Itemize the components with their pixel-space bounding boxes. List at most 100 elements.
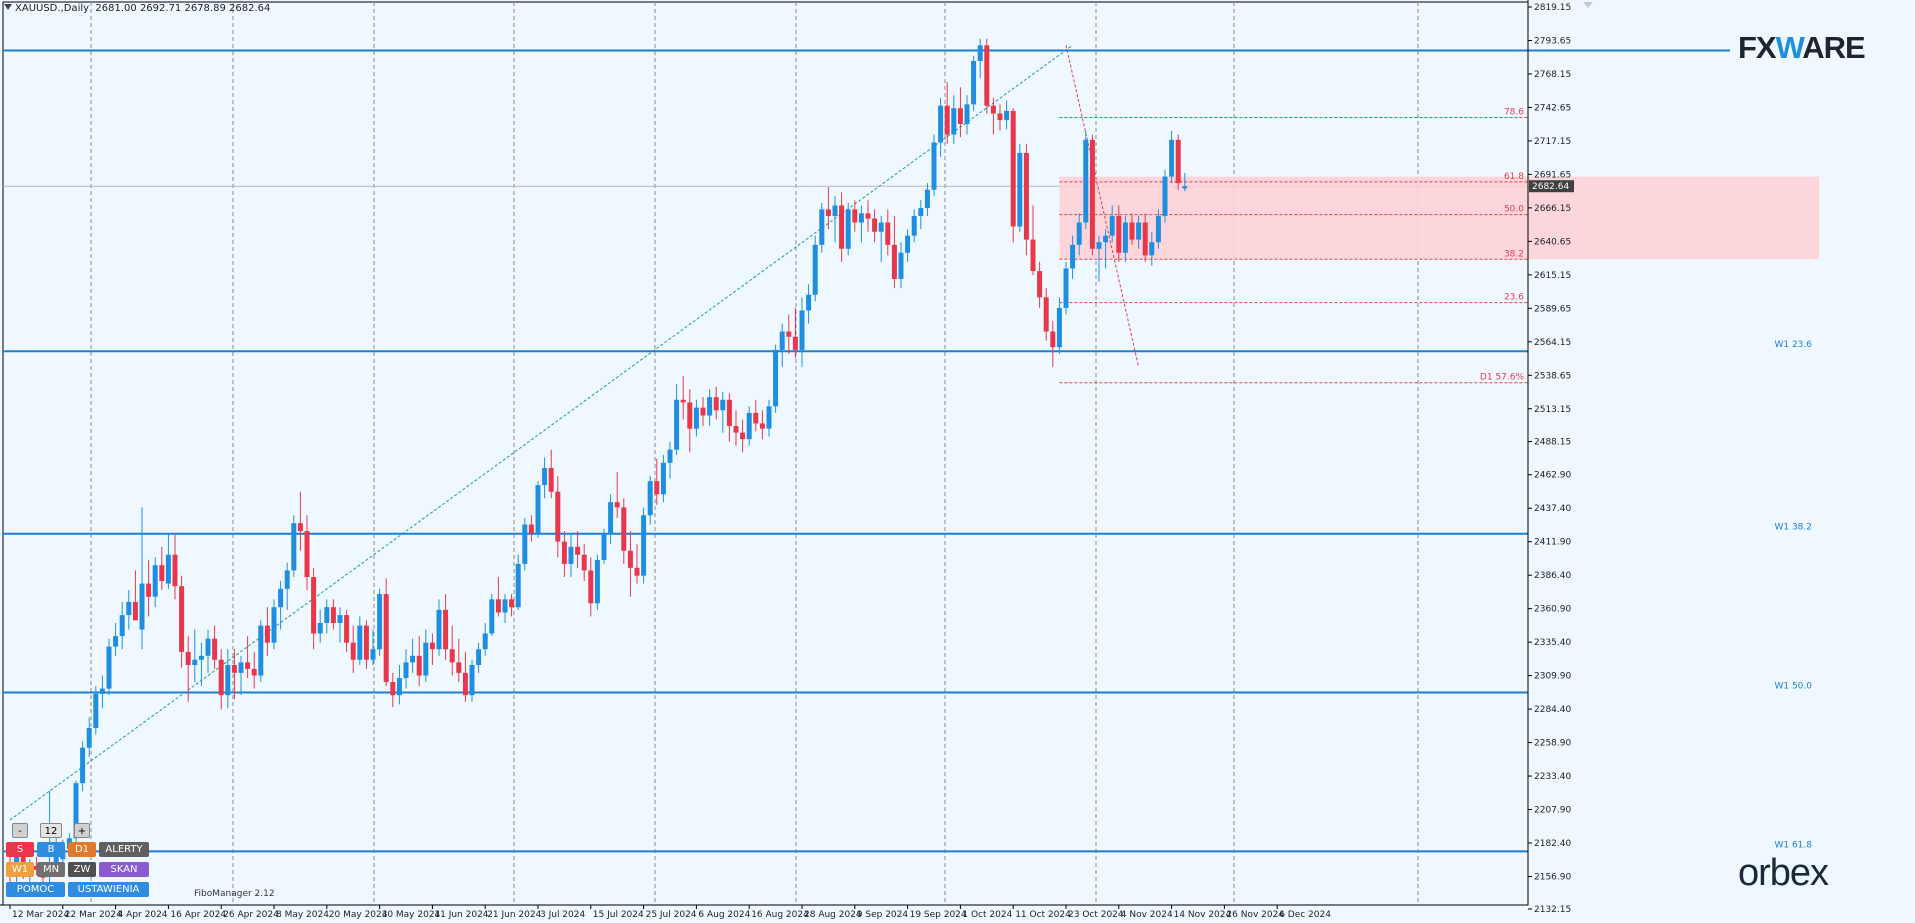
candle-body <box>839 205 845 249</box>
candle-body <box>746 412 752 440</box>
buy-button[interactable]: B <box>37 842 65 857</box>
candle-body <box>740 432 746 440</box>
y-tick-label: 2717.15 <box>1534 137 1571 147</box>
x-tick-label: 19 Sep 2024 <box>910 910 967 920</box>
x-tick-label: 6 Aug 2024 <box>698 910 750 920</box>
candle-body <box>726 399 732 427</box>
period-increment-button[interactable]: + <box>74 823 90 838</box>
candle-body <box>1050 331 1056 348</box>
candle-body <box>1155 215 1161 243</box>
candle-body <box>416 655 422 676</box>
alerts-button[interactable]: ALERTY <box>99 842 149 857</box>
zw-button[interactable]: ZW <box>68 862 96 877</box>
fibo-manager-label: FiboManager 2.12 <box>194 889 275 899</box>
candle-body <box>462 672 468 696</box>
y-tick-label: 2386.40 <box>1534 571 1571 581</box>
ohlc-readout: 2681.00 2692.71 2678.89 2682.64 <box>95 3 271 14</box>
candle-body <box>390 682 396 696</box>
candle-body <box>575 546 581 555</box>
d1-button[interactable]: D1 <box>68 842 96 857</box>
candle-body <box>1116 215 1122 253</box>
candle-body <box>423 642 429 676</box>
y-tick-label: 2768.15 <box>1534 70 1571 80</box>
settings-button[interactable]: USTAWIENIA <box>68 882 149 897</box>
y-tick-label: 2309.90 <box>1534 672 1571 682</box>
help-button[interactable]: POMOC <box>6 882 65 897</box>
candle-body <box>93 693 99 729</box>
candle-body <box>918 208 924 216</box>
collapse-triangle-icon[interactable] <box>4 4 12 10</box>
candle-body <box>476 649 482 665</box>
candle-body <box>1103 235 1109 243</box>
level-label: W1 50.0 <box>1774 682 1812 692</box>
y-tick-label: 2360.90 <box>1534 605 1571 615</box>
candle-body <box>443 609 449 650</box>
candle-body <box>344 615 350 643</box>
candle-body <box>872 218 878 232</box>
candle-body <box>179 586 185 652</box>
candle-body <box>971 61 977 105</box>
candle-body <box>304 531 310 578</box>
candle-body <box>192 659 198 665</box>
fib-level-label: 38.2 <box>1504 249 1524 259</box>
period-decrement-button[interactable]: - <box>12 823 28 838</box>
candle-body <box>561 541 567 564</box>
y-tick-label: 2411.90 <box>1534 538 1571 548</box>
candle-body <box>621 507 627 551</box>
x-tick-label: 11 Jun 2024 <box>434 910 488 920</box>
candle-body <box>812 244 818 295</box>
candle-body <box>1149 242 1155 256</box>
chart-header: XAUUSD.,Daily 2681.00 2692.71 2678.89 26… <box>4 3 270 14</box>
mn-button[interactable]: MN <box>37 862 65 877</box>
candle-body <box>528 524 534 534</box>
candle-body <box>891 244 897 279</box>
candle-body <box>165 554 171 584</box>
candle-body <box>436 609 442 650</box>
y-tick-label: 2589.65 <box>1534 304 1571 314</box>
candle-body <box>997 113 1003 121</box>
candle-body <box>707 397 713 416</box>
candle-body <box>449 649 455 663</box>
candle-body <box>938 105 944 143</box>
candle-body <box>720 399 726 411</box>
current-price-label: 2682.64 <box>1532 182 1569 192</box>
candle-body <box>608 502 614 534</box>
x-tick-label: 8 May 2024 <box>276 910 329 920</box>
candle-body <box>548 468 554 492</box>
candle-body <box>146 583 152 597</box>
candle-body <box>845 209 851 249</box>
y-tick-label: 2462.90 <box>1534 471 1571 481</box>
scan-button[interactable]: SKAN <box>99 862 149 877</box>
x-tick-label: 4 Nov 2024 <box>1121 910 1173 920</box>
fib-zone <box>1059 176 1819 260</box>
candle-body <box>278 588 284 608</box>
x-tick-label: 25 Jul 2024 <box>646 910 697 920</box>
candle-body <box>482 633 488 650</box>
candle-body <box>601 533 607 560</box>
sell-button[interactable]: S <box>6 842 34 857</box>
candle-body <box>198 655 204 660</box>
fib-level-label: 78.6 <box>1504 107 1524 117</box>
candle-body <box>568 546 574 564</box>
candle-body <box>363 625 369 660</box>
y-tick-label: 2742.65 <box>1534 103 1571 113</box>
candle-body <box>205 638 211 656</box>
orbex-logo: orbex <box>1738 852 1829 894</box>
level-label: W1 61.8 <box>1774 840 1812 850</box>
x-tick-label: 23 Oct 2024 <box>1068 910 1124 920</box>
candle-body <box>858 213 864 223</box>
period-value-field[interactable]: 12 <box>40 823 62 838</box>
candle-body <box>852 209 858 223</box>
w1-button[interactable]: W1 <box>6 862 34 877</box>
candle-body <box>680 399 686 403</box>
candle-body <box>759 423 765 429</box>
candle-body <box>984 45 990 106</box>
y-tick-label: 2691.65 <box>1534 170 1571 180</box>
candle-body <box>674 399 680 450</box>
candle-body <box>271 607 277 643</box>
candle-body <box>792 336 798 350</box>
candle-body <box>1129 222 1135 240</box>
candle-body <box>172 554 178 587</box>
candle-body <box>429 642 435 650</box>
